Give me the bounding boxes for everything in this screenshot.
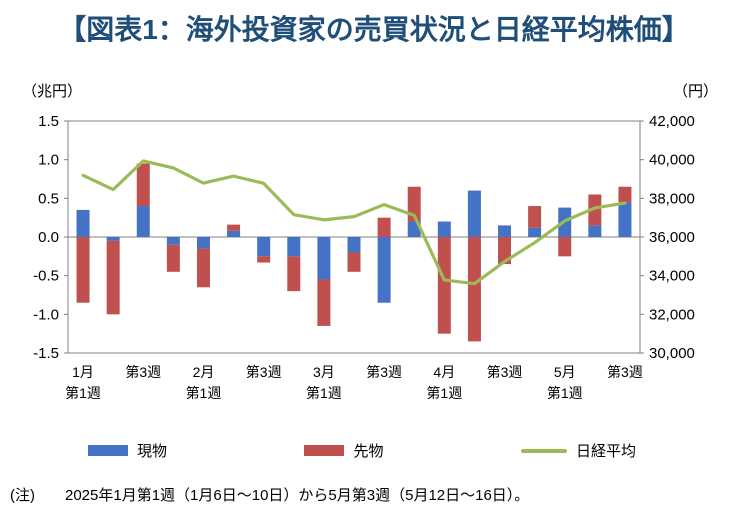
x-axis-tick-label: 第1週	[306, 385, 342, 401]
legend-label-spot: 現物	[137, 443, 168, 460]
right-axis-tick-label: 42,000	[649, 113, 695, 130]
bar-futures	[437, 237, 451, 334]
bar-spot	[377, 237, 391, 303]
chart-title: 【図表1：海外投資家の売買状況と日経平均株価】	[58, 14, 690, 45]
bar-futures	[588, 194, 602, 226]
chart-canvas: （兆円） （円） 1.5 1.0 0.5 0.0 -0.5 -1.0 -1.5 42,000 40,…	[22, 83, 718, 401]
footnote: (注) 2025年1月第1週（1月6日～10日）から5月第3週（5月12日～16…	[10, 487, 530, 504]
right-axis-tick-label: 38,000	[649, 190, 695, 207]
left-axis-tick-label: -0.5	[33, 268, 59, 285]
left-axis-tick-label: -1.5	[33, 345, 59, 362]
x-axis-tick-label: 第1週	[547, 385, 583, 401]
x-axis-tick-label: 第1週	[426, 385, 462, 401]
right-axis-tick-label: 34,000	[649, 268, 695, 285]
bar-futures	[196, 248, 210, 288]
bar-spot	[76, 209, 90, 237]
bar-spot	[618, 202, 632, 237]
x-axis-tick-label: 1月	[72, 364, 94, 380]
futures-bar-swatch	[304, 445, 345, 456]
bar-futures	[528, 206, 542, 228]
x-axis-tick-label: 4月	[433, 364, 455, 380]
bar-spot	[528, 227, 542, 237]
right-axis-tick-label: 30,000	[649, 345, 695, 362]
nikkei-average-line	[81, 159, 627, 286]
left-axis-tick-label: -1.0	[33, 306, 59, 323]
legend-label-nikkei: 日経平均	[575, 443, 636, 460]
bar-futures	[287, 256, 301, 292]
legend-item-nikkei: 日経平均	[520, 440, 636, 461]
bar-spot	[317, 237, 331, 280]
bar-spot	[437, 221, 451, 237]
legend-item-spot: 現物	[88, 440, 167, 461]
right-axis-tick-label: 40,000	[649, 152, 695, 169]
bar-spot	[136, 206, 150, 237]
x-axis-tick-label: 第3週	[607, 364, 643, 380]
bar-futures	[377, 217, 391, 237]
spot-bar-swatch	[88, 445, 128, 456]
x-axis-tick-label: 第1週	[186, 385, 222, 401]
bar-spot	[196, 237, 210, 249]
nikkei-line-swatch	[520, 448, 567, 453]
chart-legend: 現物 先物 日経平均	[88, 440, 636, 461]
x-axis-tick-label: 第3週	[366, 364, 402, 380]
right-axis-tick-label: 32,000	[649, 306, 695, 323]
bar-spot	[257, 237, 271, 257]
legend-label-futures: 先物	[353, 443, 384, 460]
bar-futures	[257, 256, 271, 263]
bar-spot	[227, 230, 241, 237]
bar-futures	[227, 224, 241, 231]
right-axis-unit-label: （円）	[673, 83, 718, 100]
bar-futures	[76, 237, 90, 303]
bar-spot	[166, 237, 180, 245]
left-axis-tick-label: 1.0	[38, 152, 59, 169]
x-axis-tick-label: 3月	[313, 364, 335, 380]
x-axis-tick-label: 第3週	[246, 364, 282, 380]
bar-spot	[106, 237, 120, 241]
left-axis-unit-label: （兆円）	[22, 83, 82, 100]
bar-spot	[287, 237, 301, 257]
bar-futures	[166, 244, 180, 272]
x-axis-tick-label: 5月	[554, 364, 576, 380]
x-axis-tick-label: 第3週	[125, 364, 161, 380]
bar-futures	[618, 186, 632, 203]
bar-futures	[498, 237, 512, 265]
bar-futures	[347, 252, 361, 272]
bar-spot	[498, 225, 512, 237]
bar-futures	[558, 237, 572, 257]
x-axis-tick-label: 第3週	[487, 364, 523, 380]
bar-spot	[347, 237, 361, 253]
bar-futures	[106, 240, 120, 315]
left-axis-tick-label: 1.5	[38, 113, 59, 130]
left-axis-tick-label: 0.5	[38, 190, 59, 207]
left-axis-tick-label: 0.0	[38, 229, 59, 246]
legend-item-futures: 先物	[304, 440, 384, 461]
bar-futures	[467, 237, 481, 342]
bar-futures	[317, 279, 331, 326]
bar-spot	[588, 225, 602, 237]
x-axis-tick-label: 第1週	[65, 385, 101, 401]
bar-futures	[136, 163, 150, 207]
right-axis-tick-label: 36,000	[649, 229, 695, 246]
x-axis-tick-label: 2月	[193, 364, 215, 380]
bar-spot	[467, 190, 481, 237]
